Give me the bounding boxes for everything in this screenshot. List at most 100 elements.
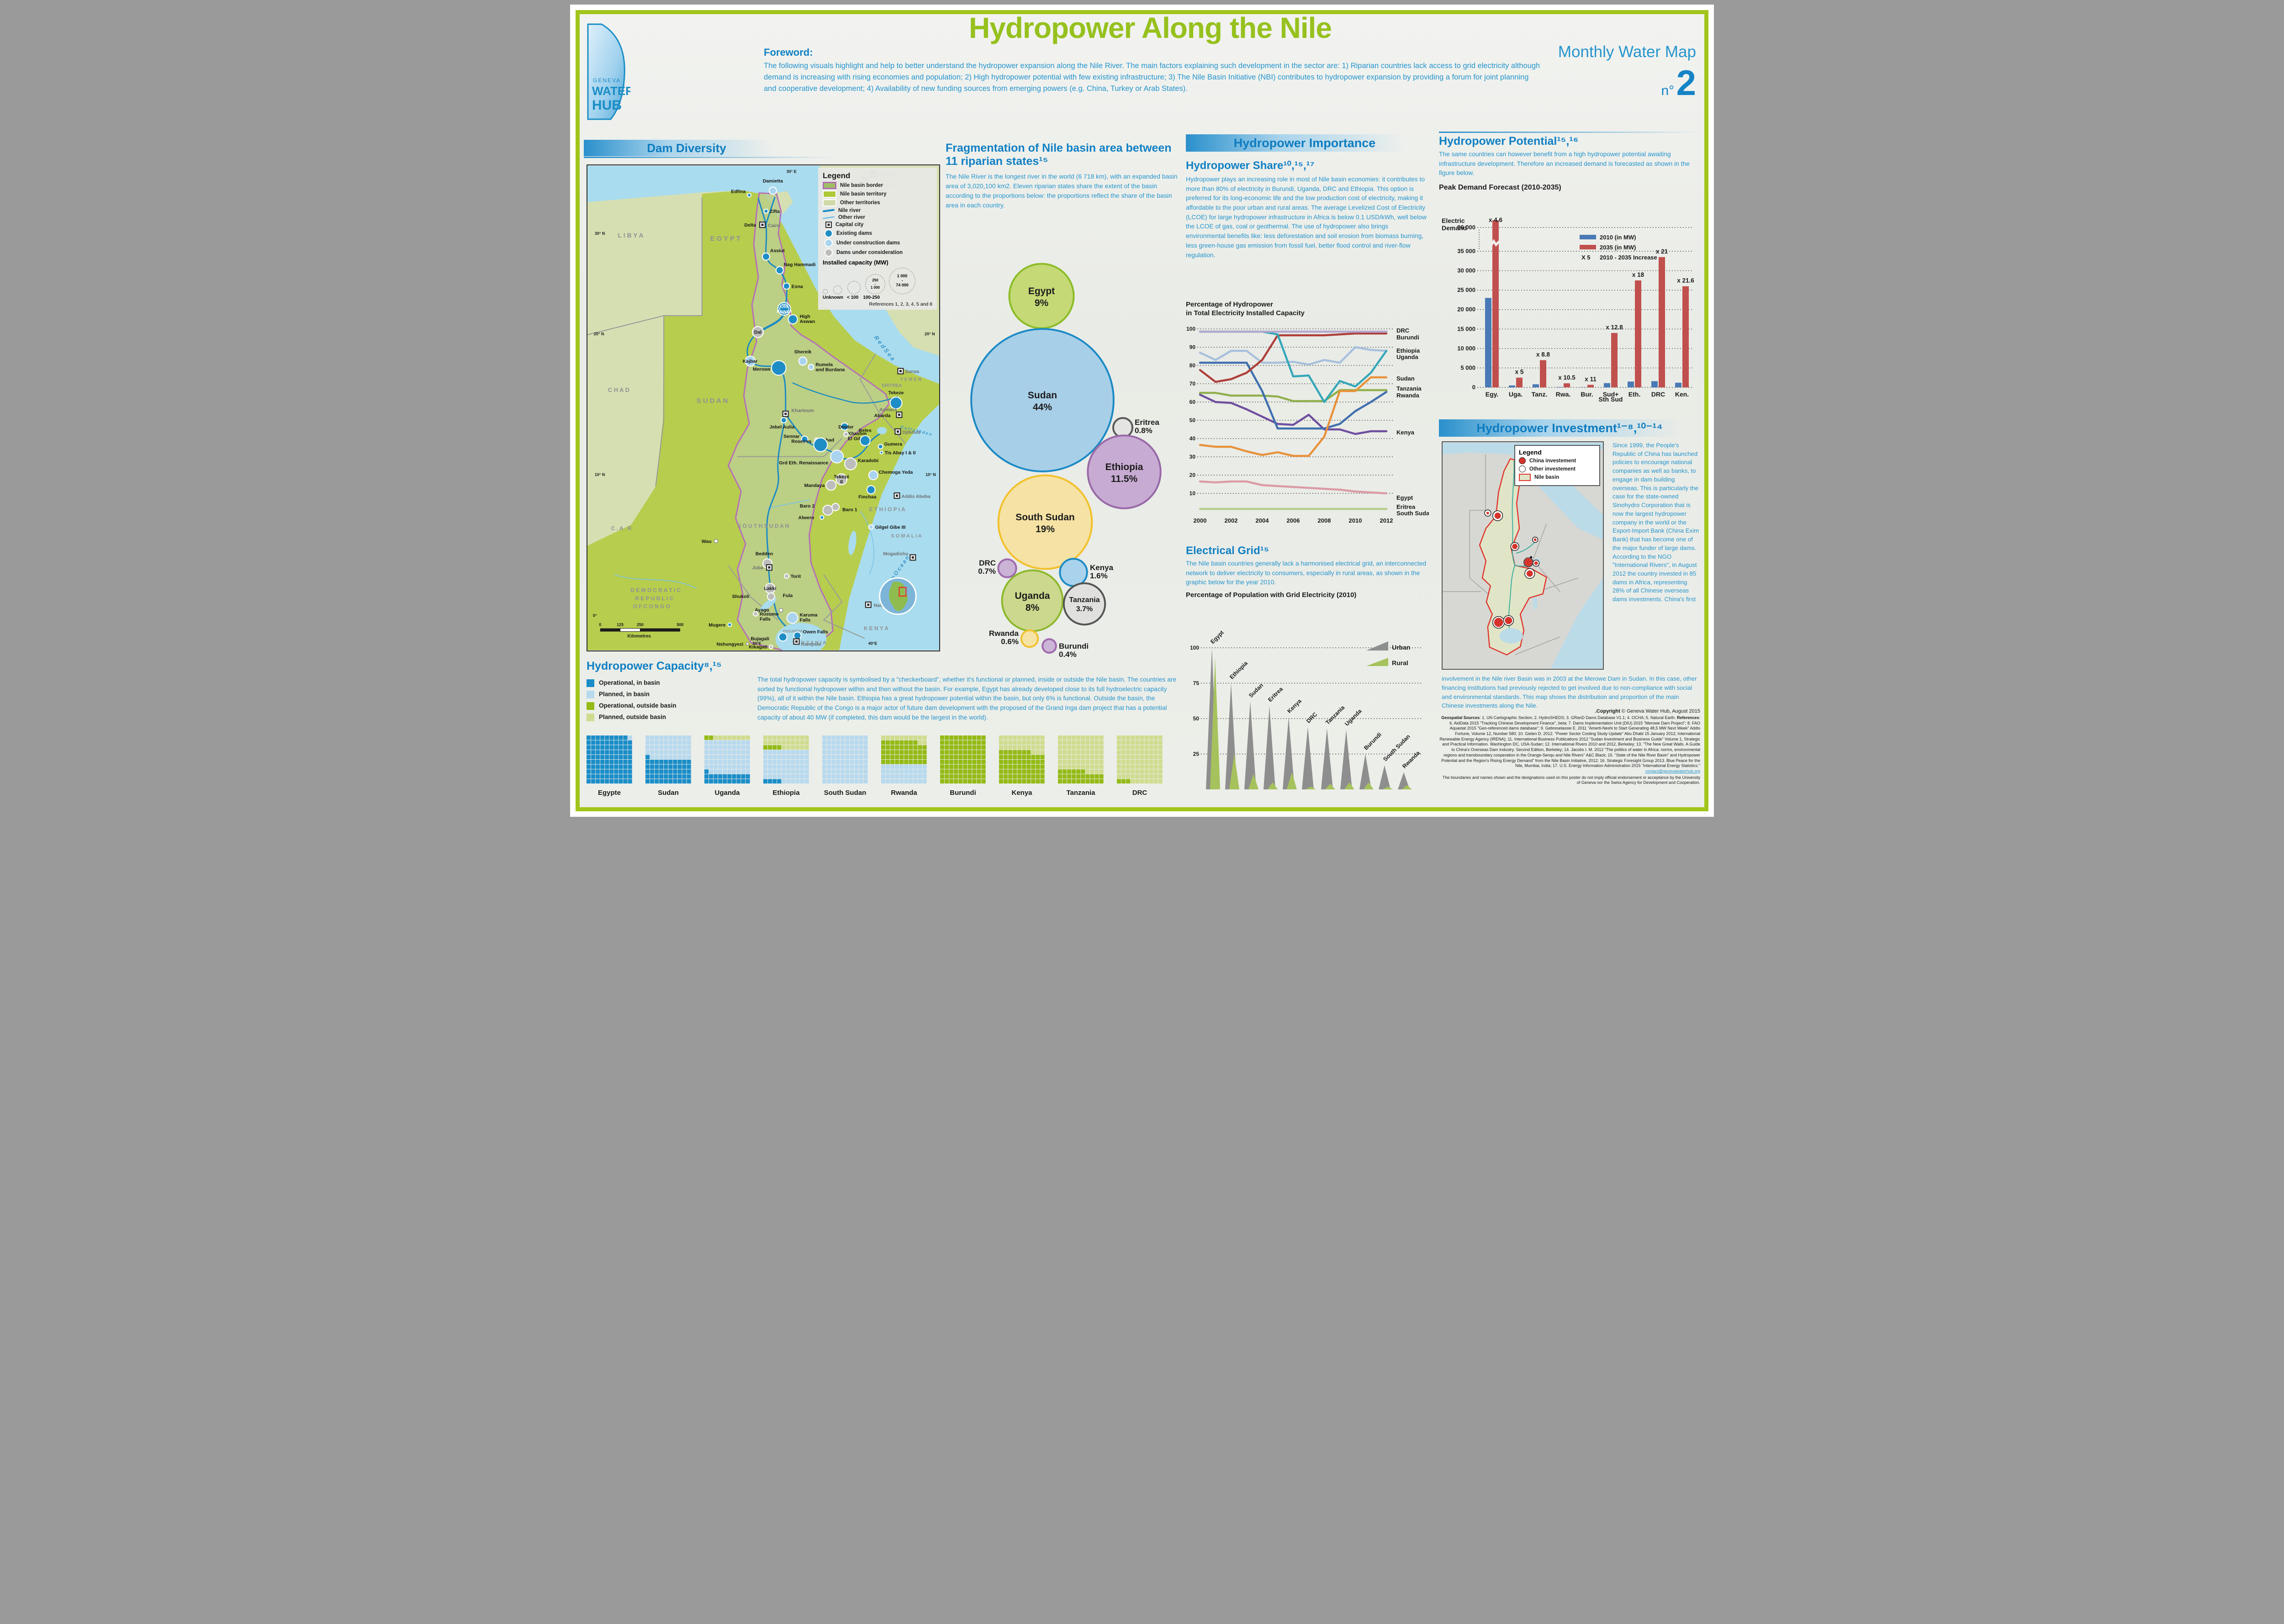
waffle-cell: [664, 779, 668, 784]
dam-label: Cairo: [768, 223, 780, 228]
dam-label: Dinder: [839, 425, 854, 430]
waffle-cell: [854, 755, 859, 760]
waffle-cell: [687, 735, 691, 740]
dam-label: Torit: [791, 574, 801, 579]
waffle-cell: [609, 774, 614, 779]
waffle-cell: [863, 750, 868, 755]
waffle-cell: [772, 760, 777, 764]
under-construction-dam-marker: [868, 470, 878, 481]
waffle-cell: [745, 764, 750, 769]
waffle-cell: [1022, 779, 1026, 784]
waffle-cell: [841, 745, 845, 750]
waffle-cell: [1058, 755, 1063, 760]
waffle-cell: [791, 769, 795, 774]
country-label: S O M A L I A: [891, 534, 922, 539]
waffle-cell: [977, 735, 981, 740]
waffle-cell: [918, 735, 922, 740]
waffle-cell: [881, 740, 886, 745]
waffle-cell: [718, 735, 723, 740]
waffle-cell: [977, 779, 981, 784]
waffle-cell: [841, 755, 845, 760]
waffle-cell: [831, 745, 836, 750]
investment-legend-title: Legend: [1519, 449, 1542, 456]
waffle-cell: [1090, 760, 1094, 764]
waffle-cell: [768, 760, 772, 764]
legend-rural-label: Rural: [1392, 659, 1408, 667]
rural-spike-8: [1364, 782, 1374, 789]
waffle-cell: [1090, 740, 1094, 745]
dam-label: Wau: [702, 539, 712, 544]
waffle-cell: [1013, 764, 1017, 769]
waffle-cell: [668, 769, 673, 774]
bubble-sudan: [970, 328, 1115, 472]
map-legend-item: Other river: [822, 215, 932, 220]
country-label: C . A . R: [611, 525, 632, 532]
waffle-cell: [854, 745, 859, 750]
waffle-cell: [673, 745, 677, 750]
dam-label: Mogadishu: [883, 551, 908, 556]
country-label: T A N Z A N I A: [792, 640, 826, 645]
waffle-cell: [1090, 779, 1094, 784]
waffle-cell: [768, 769, 772, 774]
waffle-cell: [850, 774, 854, 779]
waffle-cell: [881, 755, 886, 760]
waffle-cell: [645, 760, 650, 764]
spike-country-label: Sudan: [1248, 682, 1264, 699]
waffle-cell: [723, 740, 727, 745]
waffle-cell: [945, 750, 949, 755]
waffle-cell: [895, 779, 899, 784]
waffle-cell: [659, 764, 664, 769]
capacity-size-labels: Unknown < 100 100-250: [823, 295, 932, 300]
waffle-cell: [605, 779, 609, 784]
waffle-cell: [795, 779, 800, 784]
waffle-cell: [1085, 735, 1090, 740]
waffle-ethiopia: Ethiopia: [763, 735, 809, 797]
waffle-cell: [623, 735, 628, 740]
waffle-cell: [1063, 740, 1067, 745]
waffle-cell: [1017, 755, 1022, 760]
dam-label: Owen Falls: [803, 629, 828, 635]
rural-spike-1: [1229, 754, 1239, 789]
waffle-cell: [1008, 769, 1013, 774]
waffle-cell: [1031, 779, 1036, 784]
waffle-cell: [1076, 774, 1081, 779]
considered-dam-marker: [835, 473, 848, 486]
references-block: Geospatial Sources: 1. UN Cartographic S…: [1438, 715, 1700, 786]
waffle-cell: [949, 769, 954, 774]
waffle-cell: [736, 774, 741, 779]
waffle-cell: [886, 774, 890, 779]
waffle-cell: [999, 745, 1004, 750]
waffle-sudan: Sudan: [645, 735, 691, 797]
waffle-cell: [822, 755, 827, 760]
contact-email-link[interactable]: contact@genevawaterhub.org: [1645, 768, 1700, 773]
waffle-cell: [850, 755, 854, 760]
bar-2010-6: [1628, 381, 1634, 387]
rural-spike-4: [1287, 772, 1297, 789]
waffle-cell: [804, 764, 809, 769]
waffle-cell: [704, 769, 709, 774]
dam-label: Asmara: [879, 407, 897, 413]
country-label: D E M O C R A T I C: [631, 587, 681, 593]
waffle-cell: [732, 735, 736, 740]
consideration-icon: [825, 249, 833, 257]
waffle-cell: [1158, 755, 1163, 760]
bubble-rwanda: [1020, 629, 1039, 648]
investment-header: Hydropower Investment¹⁻⁸,¹⁰⁻¹⁴: [1439, 419, 1700, 437]
x-category: Tanz.: [1532, 391, 1548, 398]
waffle-cell: [1004, 745, 1008, 750]
copyright-line: .Copyright © Geneva Water Hub, August 20…: [1595, 709, 1700, 714]
waffle-cell: [913, 769, 918, 774]
china-investment-dot: [1533, 538, 1537, 541]
waffle-cell: [1135, 750, 1140, 755]
capacity-title: Hydropower Capacity⁸,¹⁵: [587, 660, 722, 672]
waffle-cell: [709, 755, 714, 760]
existing-dam-marker: [775, 266, 784, 275]
waffle-cell: [628, 769, 632, 774]
waffle-cell: [1158, 764, 1163, 769]
urban-spike-10: [1398, 772, 1410, 789]
waffle-cell: [963, 764, 968, 769]
waffle-cell: [895, 750, 899, 755]
waffle-cell: [899, 740, 904, 745]
waffle-cell: [596, 764, 600, 769]
